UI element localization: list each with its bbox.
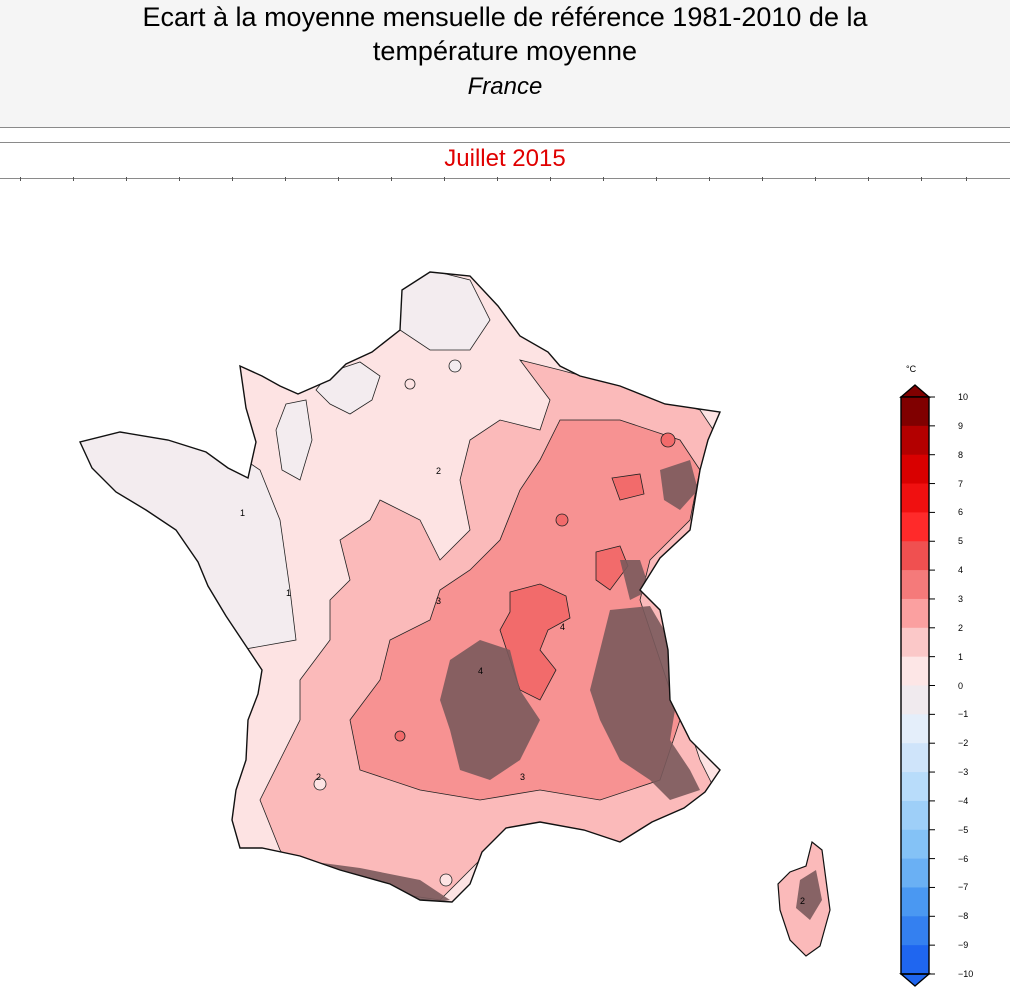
tick-mark <box>285 177 286 181</box>
tick-mark <box>232 177 233 181</box>
legend-swatch <box>901 916 929 946</box>
contour-label: 4 <box>560 622 565 632</box>
legend-tick-label: 3 <box>958 593 964 604</box>
zone-0-1-north <box>389 272 491 351</box>
tick-mark <box>73 177 74 181</box>
tick-mark <box>497 177 498 181</box>
title-line-1: Ecart à la moyenne mensuelle de référenc… <box>142 2 868 32</box>
zone-4-5-east <box>595 545 629 591</box>
legend-tick-label: −2 <box>958 738 969 749</box>
tick-mark <box>179 177 180 181</box>
legend-tick-label: 1 <box>958 651 964 662</box>
tick-mark <box>444 177 445 181</box>
period-bar: Juillet 2015 <box>0 142 1010 181</box>
contour-island <box>394 730 406 742</box>
legend-tick-label: −6 <box>958 853 969 864</box>
legend-swatch <box>901 598 929 629</box>
tick-mark <box>966 177 967 181</box>
legend-arrow-top <box>899 384 931 398</box>
legend-tick-label: 7 <box>958 478 964 489</box>
legend-swatch <box>901 887 929 917</box>
contour-label: 2 <box>800 896 805 906</box>
tick-mark <box>868 177 869 181</box>
legend-tick-label: 2 <box>958 622 964 633</box>
tick-mark <box>709 177 710 181</box>
legend-swatch <box>901 570 929 600</box>
region-subtitle: France <box>467 73 543 100</box>
legend-tick-label: 4 <box>958 565 964 576</box>
contour-island <box>313 777 327 791</box>
legend-swatch <box>901 829 929 860</box>
page-title: Ecart à la moyenne mensuelle de référenc… <box>0 0 1010 68</box>
legend-swatch <box>901 858 929 888</box>
contour-label: 3 <box>436 596 441 606</box>
legend-tick-label: −3 <box>958 767 969 778</box>
relief-corsica <box>796 870 822 920</box>
tick-mark <box>20 177 21 181</box>
contour-island <box>555 513 569 527</box>
contour-island <box>404 378 416 390</box>
legend-swatch <box>901 685 929 715</box>
legend-arrow-bottom <box>899 973 931 987</box>
contour-island <box>660 432 676 448</box>
tick-mark <box>391 177 392 181</box>
legend-unit: °C <box>906 364 917 374</box>
anomaly-zones <box>80 272 720 902</box>
legend-swatch <box>901 743 929 773</box>
legend-swatch <box>901 800 929 831</box>
france-anomaly-map: 1 2 3 4 2 1 3 4 2 <box>79 271 935 987</box>
tick-mark <box>656 177 657 181</box>
tick-mark <box>762 177 763 181</box>
legend-tick-label: 8 <box>958 449 964 460</box>
legend-swatch <box>901 425 929 456</box>
header-panel: Ecart à la moyenne mensuelle de référenc… <box>0 0 1010 128</box>
legend-swatch <box>901 541 929 571</box>
tick-mark <box>550 177 551 181</box>
legend-swatch <box>901 656 929 686</box>
legend-swatch <box>901 512 929 542</box>
tick-mark <box>815 177 816 181</box>
legend-tick-label: −10 <box>958 969 974 979</box>
zone-4-5-northeast <box>611 473 645 501</box>
contour-label: 2 <box>436 466 441 476</box>
legend-swatch <box>901 714 929 744</box>
contour-island <box>439 873 453 887</box>
legend-tick-label: 9 <box>958 420 964 431</box>
tick-mark <box>603 177 604 181</box>
legend-swatch <box>901 945 929 975</box>
legend-swatch <box>901 772 929 802</box>
tick-mark <box>126 177 127 181</box>
zone-0-1-cotentin <box>275 399 313 481</box>
relief-massif-central <box>440 640 540 780</box>
relief-vosges <box>660 460 698 510</box>
legend-tick-label: −8 <box>958 911 969 922</box>
period-label: Juillet 2015 <box>444 145 566 172</box>
legend-tick-label: −9 <box>958 940 969 951</box>
contour-label: 4 <box>478 666 483 676</box>
legend-swatch <box>901 483 929 513</box>
legend-tick-label: 0 <box>958 680 964 691</box>
legend-swatch <box>901 397 929 427</box>
legend-tick-label: −7 <box>958 882 969 893</box>
title-line-2: température moyenne <box>372 36 638 66</box>
contour-label: 1 <box>240 508 245 518</box>
legend-swatch <box>901 454 929 485</box>
contour-label: 2 <box>316 772 321 782</box>
legend-ticks <box>929 396 935 975</box>
contour-island <box>448 359 462 373</box>
tick-mark <box>338 177 339 181</box>
legend-tick-label: 10 <box>958 392 969 402</box>
legend-tick-label: 6 <box>958 507 964 518</box>
legend-tick-label: −4 <box>958 795 969 806</box>
legend-tick-label: 5 <box>958 536 964 547</box>
tick-mark <box>921 177 922 181</box>
legend-tick-label: −1 <box>958 709 969 720</box>
legend-swatch <box>901 627 929 658</box>
zone-4-5-central <box>499 583 571 701</box>
legend-colorbar <box>899 384 931 987</box>
legend-tick-label: −5 <box>958 824 969 835</box>
contour-label: 1 <box>286 588 291 598</box>
contour-label: 3 <box>520 772 525 782</box>
